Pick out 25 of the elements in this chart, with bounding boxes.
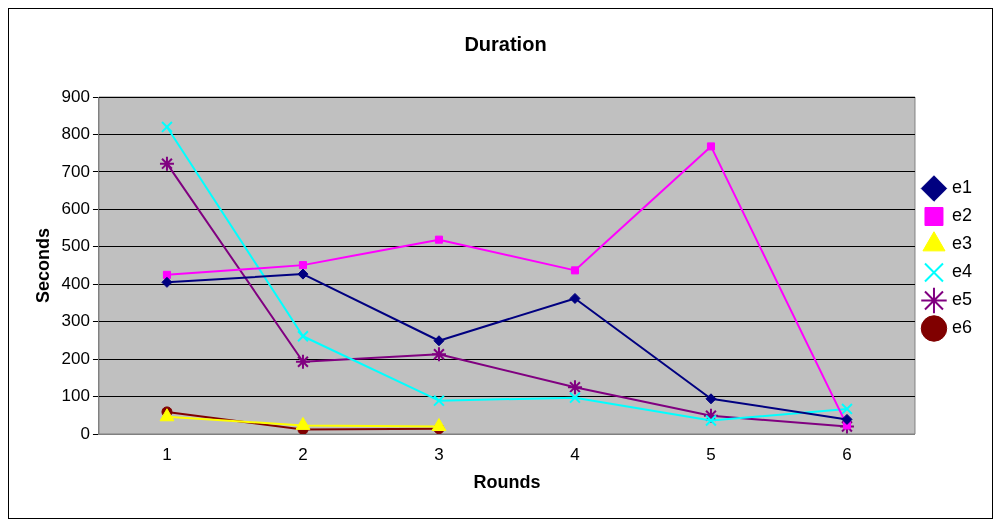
legend-label: e1 [951, 177, 973, 198]
chart-title: Duration [464, 32, 547, 55]
y-axis-title: Seconds [32, 227, 53, 304]
y-tick-label: 300 [61, 311, 90, 331]
x-tick-label: 5 [706, 444, 716, 464]
legend-label: e5 [951, 289, 973, 310]
y-tick-label: 200 [61, 348, 90, 368]
y-tick-label: 900 [61, 86, 90, 106]
x-axis-title: Rounds [473, 472, 541, 493]
x-tick-label: 2 [298, 444, 308, 464]
legend-label: e3 [951, 233, 973, 254]
y-tick-label: 100 [61, 386, 90, 406]
y-tick-label: 700 [61, 161, 90, 181]
x-tick-label: 4 [570, 444, 580, 464]
legend-label: e2 [951, 205, 973, 226]
y-tick-label: 400 [61, 273, 90, 293]
y-tick-label: 500 [61, 236, 90, 256]
x-tick-label: 6 [842, 444, 852, 464]
y-tick-label: 0 [80, 423, 90, 443]
x-tick-label: 3 [434, 444, 444, 464]
y-tick-label: 600 [61, 199, 90, 219]
legend-label: e6 [951, 317, 973, 338]
legend-label: e4 [951, 261, 973, 282]
y-tick-label: 800 [61, 124, 90, 144]
x-tick-label: 1 [162, 444, 172, 464]
